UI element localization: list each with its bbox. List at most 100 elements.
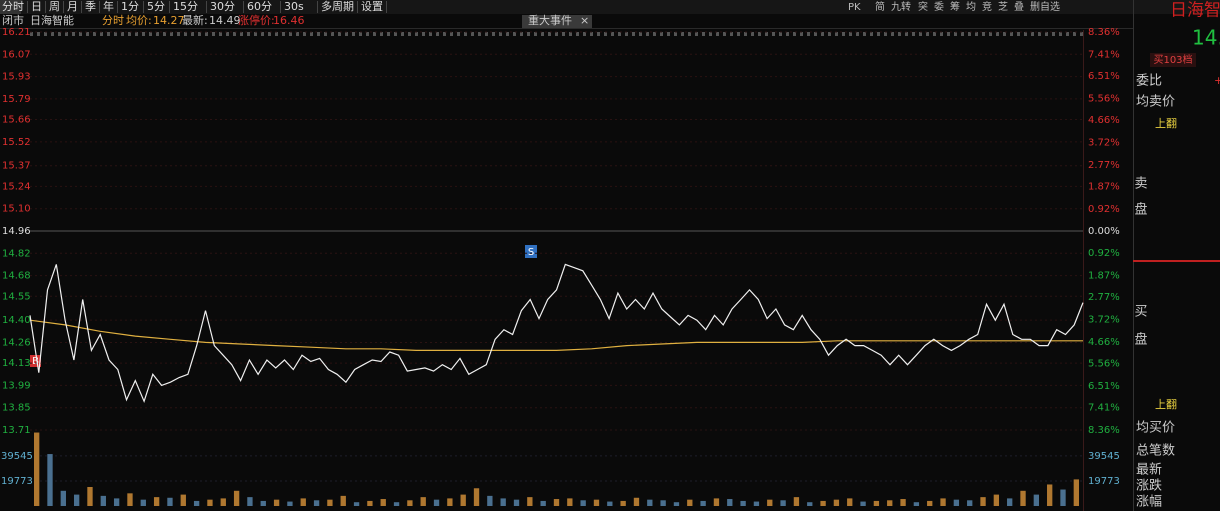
volume-bar — [473, 488, 480, 506]
tab[interactable]: 分时 — [2, 0, 24, 13]
pct-tick-label: 5.56% — [1088, 94, 1120, 105]
volume-bar — [900, 499, 906, 506]
volume-bar — [1007, 498, 1013, 506]
tab[interactable]: 5分 — [147, 0, 165, 13]
price-tick-label: 14.82 — [2, 248, 31, 259]
pct-tick-label: 4.66% — [1088, 115, 1120, 126]
tab[interactable]: 日 — [31, 0, 42, 13]
avg-value: 14.27 — [153, 14, 185, 27]
tool[interactable]: PK — [848, 2, 861, 13]
tab[interactable]: 多周期 — [321, 0, 354, 13]
volume-bar — [780, 500, 786, 506]
tab[interactable]: 季 — [85, 0, 96, 13]
label: 总笔数 — [1136, 443, 1175, 459]
tab[interactable]: 年 — [103, 0, 114, 13]
average-line — [29, 319, 1083, 351]
volume-bar — [887, 500, 893, 506]
volume-bar — [500, 498, 506, 506]
pct-tick-label: 7.41% — [1088, 402, 1120, 413]
volume-bar — [553, 499, 560, 506]
volume-bar — [153, 497, 160, 506]
bid-label: 买 — [1134, 305, 1147, 320]
tab[interactable]: 60分 — [247, 0, 272, 13]
tab[interactable]: 30分 — [210, 0, 235, 13]
volume-bar — [967, 500, 973, 506]
volume-bar — [100, 495, 106, 506]
volume-bar — [167, 497, 173, 506]
ask-label: 卖 — [1134, 177, 1147, 192]
price-tick-label: 14.13 — [2, 358, 31, 369]
volume-bar — [847, 498, 853, 506]
volume-bar — [820, 500, 826, 506]
event-tab[interactable]: 重大事件 — [528, 13, 572, 27]
tab[interactable]: 1分 — [121, 0, 139, 13]
volume-bar — [793, 497, 800, 506]
tool[interactable]: 均 — [966, 1, 976, 13]
page-up[interactable]: 上翻 — [1155, 397, 1177, 411]
volume-bar — [660, 500, 666, 506]
price-tick-label: 14.26 — [2, 337, 31, 348]
volume-bar — [687, 499, 693, 506]
tool[interactable]: 简 — [875, 0, 885, 13]
price-tick-label: 13.85 — [2, 403, 31, 414]
limit-label: 涨停价: — [238, 13, 275, 27]
tool[interactable]: 筹 — [950, 0, 960, 13]
volume-bar — [740, 500, 746, 506]
volume-bar — [753, 501, 760, 506]
tool[interactable]: 叠 — [1014, 1, 1024, 13]
volume-bar — [767, 499, 773, 506]
stock-name: 日海智能 — [30, 13, 74, 27]
depth-label[interactable]: 买103档 — [1153, 53, 1192, 66]
volume-bar — [727, 499, 733, 506]
tab[interactable]: 30s — [284, 0, 304, 13]
volume-bar — [207, 499, 213, 506]
tab[interactable]: 15分 — [173, 0, 198, 13]
volume-bar — [1047, 484, 1053, 506]
signal-badge — [525, 245, 537, 258]
label: 委比 — [1136, 74, 1162, 89]
price-tick-label: 15.79 — [2, 94, 31, 105]
volume-bar — [513, 499, 520, 506]
price-tick-label: 14.40 — [2, 315, 31, 326]
tab[interactable]: 设置 — [361, 0, 383, 13]
tool[interactable]: 竞 — [982, 0, 992, 13]
volume-bar — [940, 498, 946, 506]
tool[interactable]: 委 — [934, 0, 944, 13]
label: 最新 — [1136, 462, 1162, 478]
tab[interactable]: 月 — [67, 0, 78, 13]
ask-label: 盘 — [1134, 202, 1147, 218]
tool[interactable]: 芝 — [998, 0, 1008, 13]
page-up[interactable]: 上翻 — [1155, 116, 1177, 130]
volume-bar — [487, 495, 493, 506]
pct-tick-label: 6.51% — [1088, 381, 1120, 392]
volume-bar — [713, 498, 720, 506]
pct-tick-label: 5.56% — [1088, 358, 1120, 369]
tool[interactable]: 删自选 — [1030, 0, 1060, 13]
tool[interactable]: 九转 — [891, 0, 911, 13]
toolbar-bg — [0, 0, 1220, 14]
pct-tick-label: 3.72% — [1088, 137, 1120, 148]
tool[interactable]: 突 — [918, 0, 928, 13]
active-tab-bg — [0, 0, 21, 14]
close-button[interactable]: × — [580, 14, 589, 27]
volume-bar — [447, 498, 453, 506]
price-tick-label: 16.21 — [2, 27, 31, 38]
tab[interactable]: 周 — [49, 0, 60, 13]
volume-bar — [633, 497, 640, 506]
bid-label: 盘 — [1134, 332, 1147, 348]
volume-bar — [87, 487, 93, 506]
depth-box[interactable] — [1150, 53, 1196, 67]
volume-bar — [433, 499, 440, 506]
last-value: 14.49 — [209, 14, 241, 27]
pct-tick-label: 1.87% — [1088, 271, 1120, 282]
volume-bar — [593, 499, 600, 506]
vol-tick-label: 39545 — [1088, 451, 1120, 462]
volume-bar — [673, 502, 680, 506]
side-panel: 日海智 14. 买103档 委比 + 均卖价 上翻 卖 盘 买 盘 上翻 均买价… — [1134, 1, 1220, 510]
volume-bar — [460, 494, 466, 506]
event-tab-bg[interactable] — [522, 15, 592, 28]
pct-tick-label: 0.92% — [1088, 248, 1120, 259]
volume-bar — [647, 499, 653, 506]
